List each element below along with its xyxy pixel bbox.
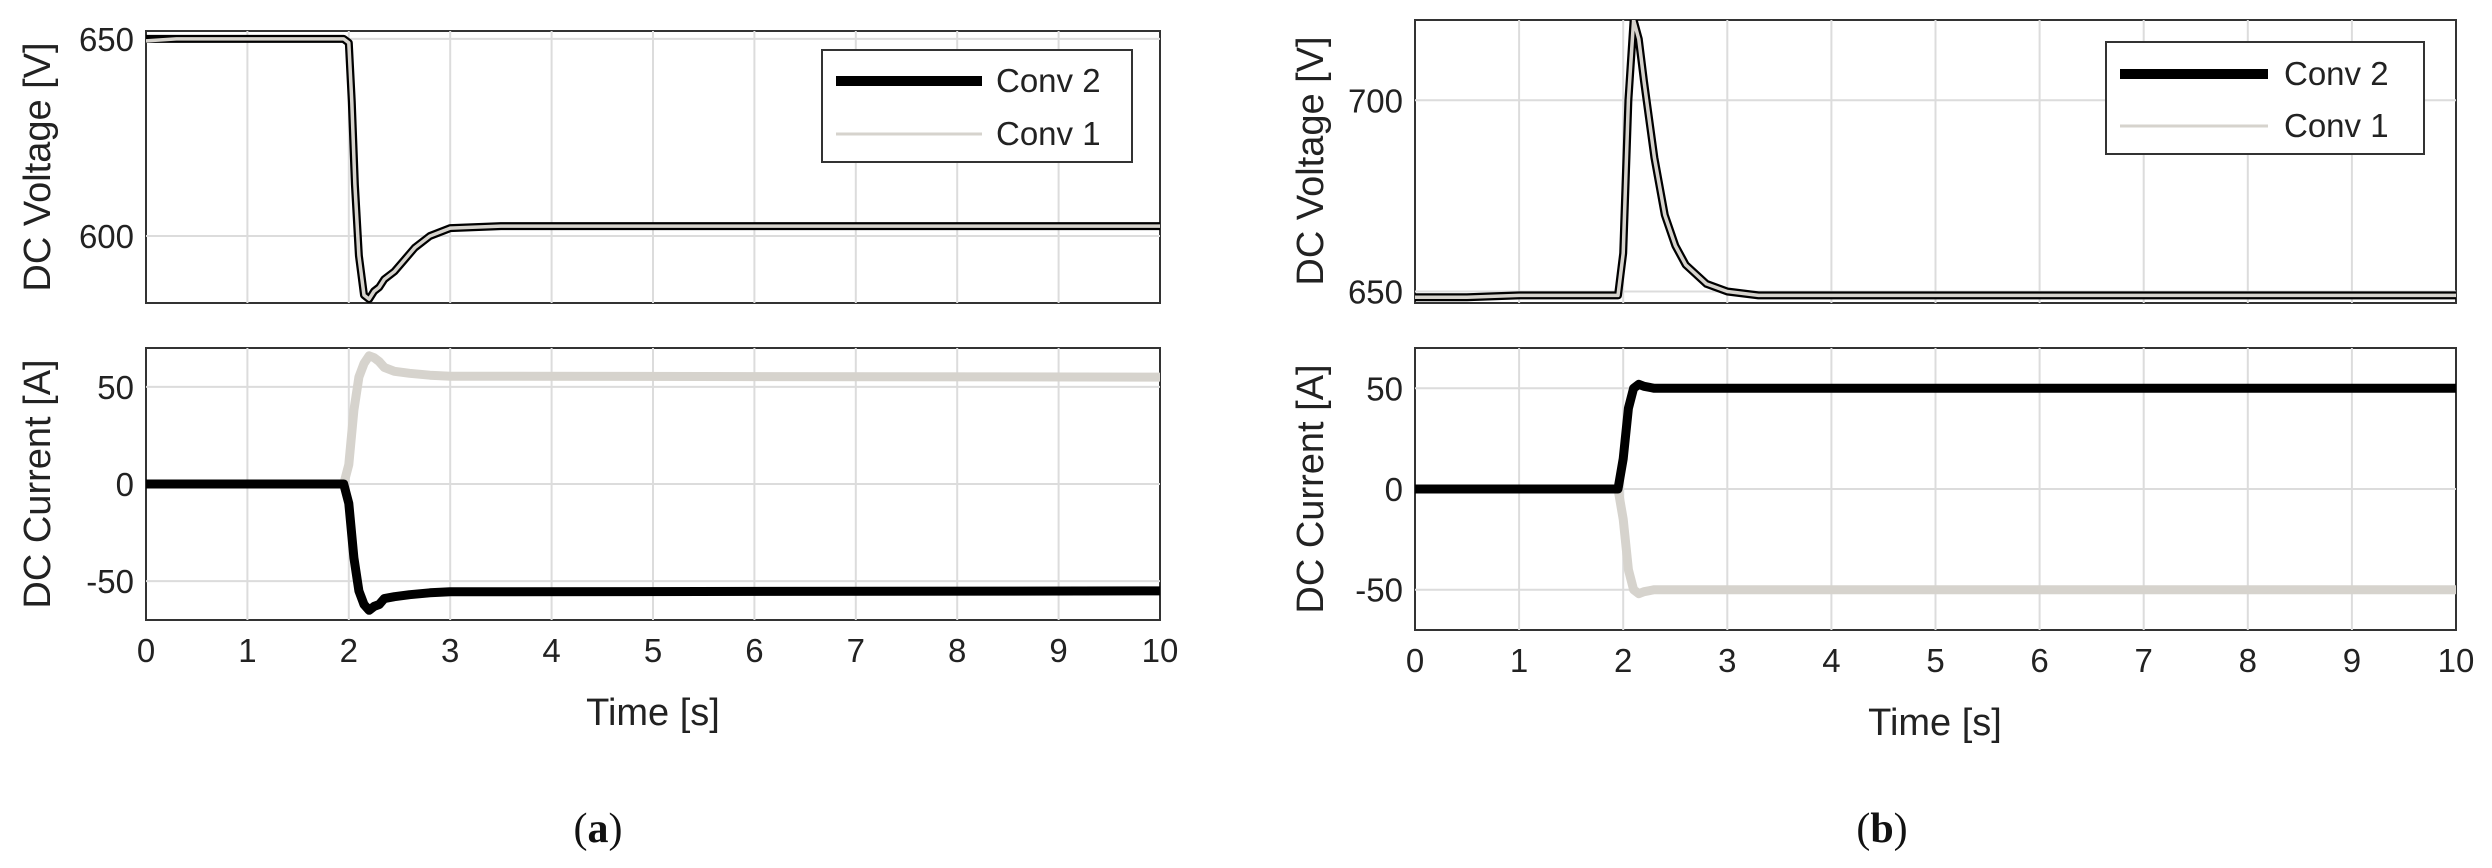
legend-box: [821, 49, 1133, 163]
y-axis-label: DC Voltage [V]: [17, 42, 59, 291]
caption-open-paren: (: [1856, 806, 1870, 852]
series-lines: [146, 34, 1160, 303]
legend: Conv 2 Conv 1: [2105, 41, 2425, 155]
x-tick-label: 4: [542, 632, 560, 669]
x-tick-label: 2: [340, 632, 358, 669]
y-tick-label: 50: [97, 369, 134, 406]
caption-close-paren: ): [609, 806, 623, 852]
y-tick-labels: 650 700: [1348, 82, 1403, 310]
y-tick-label: 650: [79, 21, 134, 58]
x-tick-label: 1: [1510, 642, 1528, 679]
series-line-conv-1: [146, 351, 1160, 489]
y-tick-label: 0: [116, 466, 134, 503]
x-tick-label: 5: [644, 632, 662, 669]
series-line-conv-1: [1415, 20, 2456, 300]
x-tick-label: 1: [238, 632, 256, 669]
legend-label-conv1: Conv 1: [2284, 107, 2389, 144]
x-tick-label: 6: [745, 632, 763, 669]
series-line-conv-1: [1415, 484, 2456, 599]
x-tick-label: 5: [1926, 642, 1944, 679]
x-tick-label: 9: [1049, 632, 1067, 669]
series-line-conv-1: [146, 37, 1160, 301]
legend: Conv 2 Conv 1: [821, 49, 1133, 163]
y-tick-label: -50: [1355, 572, 1403, 609]
series-lines: [146, 351, 1160, 615]
caption-letter: b: [1870, 806, 1893, 852]
series-line-conv-2: [1415, 379, 2456, 494]
x-tick-label: 2: [1614, 642, 1632, 679]
y-tick-label: 0: [1385, 471, 1403, 508]
series-lines: [1415, 379, 2456, 599]
series-line-conv-2: [146, 479, 1160, 615]
x-axis-label: Time [s]: [586, 692, 720, 734]
x-tick-label: 9: [2343, 642, 2361, 679]
x-tick-label: 3: [1718, 642, 1736, 679]
x-tick-label: 7: [2135, 642, 2153, 679]
legend-label-conv2: Conv 2: [996, 62, 1101, 99]
x-tick-label: 7: [847, 632, 865, 669]
y-tick-labels: 600 650: [79, 21, 134, 255]
panel-caption-a: (a): [574, 806, 623, 852]
caption-close-paren: ): [1894, 806, 1908, 852]
y-tick-label: 600: [79, 218, 134, 255]
y-tick-label: 650: [1348, 274, 1403, 311]
caption-letter: a: [588, 806, 609, 852]
y-axis-label: DC Voltage [V]: [1290, 36, 1332, 285]
x-tick-label: 10: [2438, 642, 2475, 679]
x-axis-label: Time [s]: [1868, 702, 2002, 744]
legend-box: [2105, 41, 2425, 155]
x-tick-label: 6: [2030, 642, 2048, 679]
x-tick-label: 8: [2239, 642, 2257, 679]
panel-caption-b: (b): [1856, 806, 1907, 852]
y-tick-label: 50: [1366, 370, 1403, 407]
legend-label-conv2: Conv 2: [2284, 55, 2389, 92]
legend-label-conv1: Conv 1: [996, 115, 1101, 152]
x-tick-label: 8: [948, 632, 966, 669]
y-tick-label: 700: [1348, 82, 1403, 119]
y-axis-label: DC Current [A]: [17, 359, 59, 608]
caption-open-paren: (: [574, 806, 588, 852]
x-tick-label: 0: [137, 632, 155, 669]
x-tick-label: 4: [1822, 642, 1840, 679]
y-axis-label: DC Current [A]: [1290, 364, 1332, 613]
panel-b-voltage-plot: 650 700 DC Voltage [V] Conv 2 Conv 1: [1290, 19, 2457, 311]
y-tick-label: -50: [86, 563, 134, 600]
panel-a-voltage-plot: 600 650 DC Voltage [V] Conv 2 Conv 1: [17, 21, 1161, 304]
x-tick-label: 0: [1406, 642, 1424, 679]
series-lines: [1415, 20, 2456, 302]
x-tick-label: 3: [441, 632, 459, 669]
x-tick-label: 10: [1142, 632, 1179, 669]
